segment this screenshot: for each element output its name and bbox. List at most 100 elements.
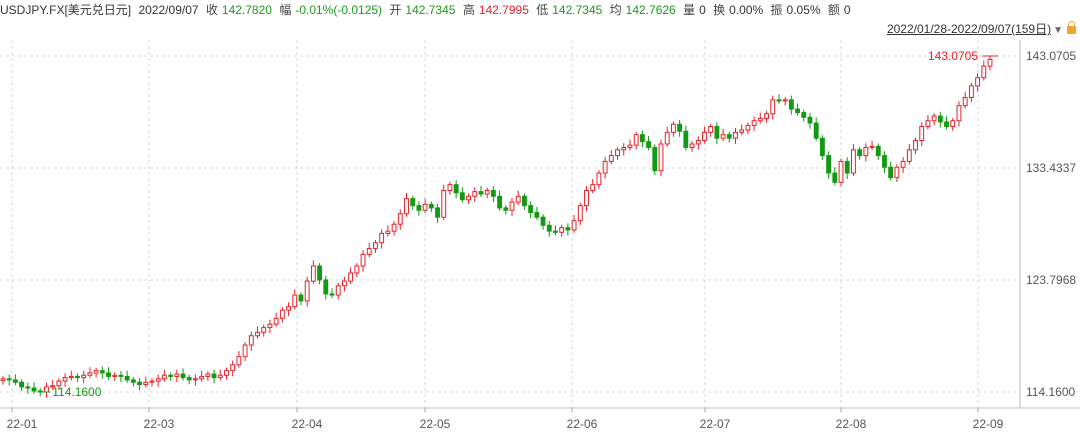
candle-body [50,385,56,388]
candle-body [888,166,894,179]
candle-body [807,116,813,124]
candle-body [174,373,180,377]
candle-body [25,386,31,389]
candle-body [267,323,273,329]
candle-body [962,96,968,107]
quote-date: 2022/09/07 [138,3,199,17]
candle-body [397,213,403,225]
candle-body [534,212,540,218]
candle-body [478,191,484,195]
avg-label: 均 [609,3,622,17]
candle-body [472,191,478,197]
y-tick-label: 133.4337 [1026,161,1076,175]
date-range-text[interactable]: 2022/01/28-2022/09/07(159日) [886,22,1052,36]
candle-body [596,172,602,186]
candle-body [950,120,956,128]
candle-body [31,387,37,392]
candle-body [335,285,341,296]
change-label: 幅 [279,3,292,17]
candle-body [373,242,378,250]
candle-body [447,184,453,191]
candle-body [546,224,552,232]
x-tick-label: 22-07 [700,417,731,431]
candle-body [211,373,217,379]
candle-body [453,184,459,194]
candle-body [441,189,447,218]
candle-body [242,344,248,358]
candle-body [317,265,323,281]
candle-body [199,375,205,380]
max-value-label: 143.0705 [928,49,978,63]
candle-body [509,201,515,211]
candle-body [0,378,6,381]
symbol-name: USDJPY.FX[美元兑日元] [0,3,132,17]
candle-body [186,377,192,381]
candle-body [553,230,558,233]
turnover-value: 0.00% [729,3,764,17]
candle-body [279,309,285,319]
y-tick-label: 114.1600 [1026,385,1075,399]
candle-body [354,265,360,274]
candle-body [633,134,639,146]
candle-body [677,123,683,132]
candle-body [751,120,757,126]
high-value: 142.7995 [478,3,529,17]
candle-body [577,205,583,222]
open-value: 142.7345 [405,3,456,17]
candle-body [124,375,130,381]
candle-body [670,123,676,133]
candle-body [118,374,124,377]
candle-body [286,306,291,311]
candle-body [217,374,223,379]
candle-body [875,145,881,157]
candle-body [559,227,565,233]
candle-body [925,120,931,128]
candle-body [193,378,198,381]
candle-body [844,160,850,174]
quote-info-bar: USDJPY.FX[美元兑日元] 2022/09/07 收 142.7820 幅-… [0,0,1080,20]
triangle-down-icon[interactable]: ▼ [1053,25,1063,36]
candle-body [764,113,769,119]
candle-body [695,139,701,145]
date-range-selector[interactable]: 2022/01/28-2022/09/07(159日) ▼ [887,20,1076,38]
candle-body [522,195,527,207]
candle-body [130,379,136,383]
candle-body [224,370,229,376]
candle-body [161,374,167,380]
turnover-label: 换 [713,3,726,17]
candle-body [906,149,912,162]
candle-body [68,375,74,379]
candle-body [602,160,608,174]
candle-body [894,166,900,179]
candle-body [975,77,981,87]
candle-body [298,294,304,302]
candle-body [261,327,267,333]
candle-body [664,131,670,145]
candle-body [410,198,416,207]
amount-value: 0 [843,3,851,17]
candle-body [385,230,391,234]
volume-value: 0 [699,3,706,17]
candle-body [93,370,99,374]
lock-icon[interactable] [1067,21,1076,34]
candle-body [801,112,807,118]
high-label: 高 [462,3,475,17]
y-tick-label: 123.7968 [1026,273,1076,287]
candle-body [708,126,714,133]
candle-body [770,99,776,115]
candle-body [757,117,763,122]
change-value: -0.01%(-0.0125) [295,3,383,17]
candle-body [615,149,620,157]
candle-body [168,374,174,377]
candle-body [745,124,751,131]
candle-body [44,386,49,393]
candle-body [571,220,577,231]
candle-body [981,65,987,79]
x-tick-label: 22-01 [7,417,38,431]
candle-body [137,381,142,386]
candle-body [652,146,658,172]
candle-body [12,379,18,383]
amount-label: 额 [827,3,840,17]
candle-body [987,58,993,67]
